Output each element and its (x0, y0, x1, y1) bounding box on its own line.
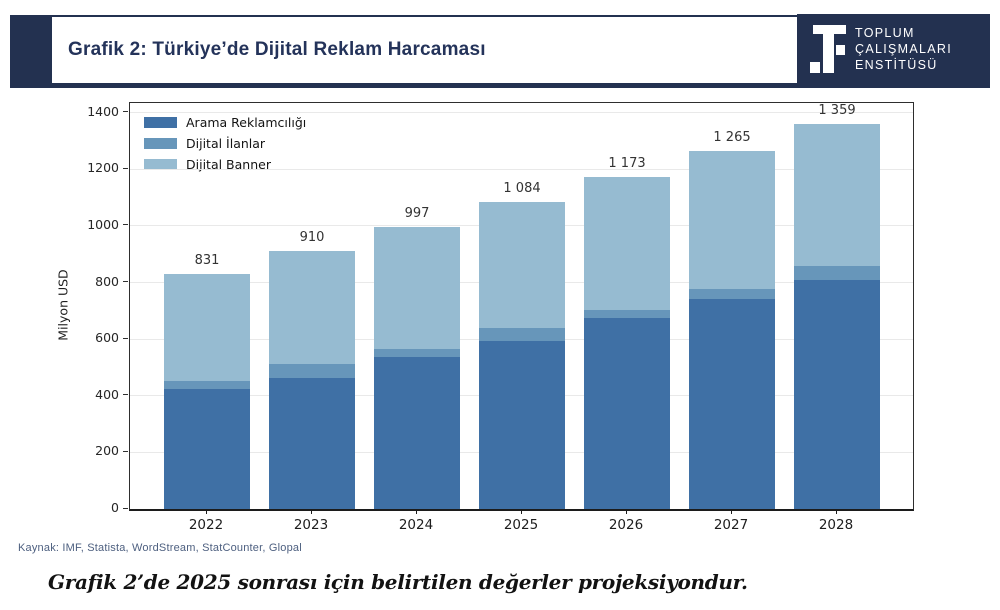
y-tick-label-1400: 1400 (87, 103, 119, 119)
header-accent-block (10, 15, 52, 88)
bar-segment-2024-dijital-banner (374, 226, 460, 350)
bar-total-label-2024: 997 (404, 205, 430, 221)
figure-title: Grafik 2: Türkiye’de Dijital Reklam Harc… (68, 39, 486, 60)
y-tick-mark-0 (123, 507, 128, 509)
x-tick-mark-2023 (311, 510, 312, 514)
x-tick-mark-2024 (416, 510, 417, 514)
bar-segment-2026-arama-reklamcılığı (584, 318, 670, 509)
y-tick-mark-1200 (123, 167, 128, 169)
y-tick-label-0: 0 (111, 500, 119, 515)
x-tick-mark-2028 (836, 510, 837, 514)
y-tick-label-1000: 1000 (87, 216, 119, 232)
legend-swatch (144, 138, 177, 149)
x-tick-mark-2026 (626, 510, 627, 514)
gridline-1400 (130, 112, 913, 114)
bar-segment-2026-dijital-i̇lanlar (584, 309, 670, 319)
institute-logo: TOPLUM ÇALIŞMALARI ENSTİTÜSÜ (797, 14, 990, 84)
legend-item-arama-reklamcılığı: Arama Reklamcılığı (144, 112, 306, 133)
y-tick-label-1200: 1200 (87, 160, 119, 176)
bar-total-label-2026: 1 173 (608, 155, 646, 171)
legend-label: Dijital Banner (186, 157, 271, 172)
bar-segment-2027-dijital-i̇lanlar (689, 288, 775, 299)
bar-segment-2024-arama-reklamcılığı (374, 356, 460, 509)
legend-item-dijital-banner: Dijital Banner (144, 154, 306, 175)
source-note: Kaynak: IMF, Statista, WordStream, StatC… (18, 542, 302, 554)
y-tick-mark-400 (123, 394, 128, 396)
y-tick-mark-1400 (123, 111, 128, 113)
y-tick-label-800: 800 (95, 273, 119, 289)
legend-swatch (144, 117, 177, 128)
bar-total-label-2028: 1 359 (818, 103, 856, 119)
x-tick-label-2028: 2028 (818, 517, 854, 533)
y-tick-label-600: 600 (95, 330, 119, 346)
x-tick-mark-2027 (731, 510, 732, 514)
bar-segment-2026-dijital-banner (584, 176, 670, 310)
bar-segment-2024-dijital-i̇lanlar (374, 349, 460, 357)
bar-segment-2022-dijital-i̇lanlar (164, 380, 250, 389)
y-tick-mark-800 (123, 281, 128, 282)
chart-legend: Arama Reklamcılığı Dijital İlanlar Dijital… (144, 112, 306, 175)
logo-line-1: TOPLUM (855, 26, 915, 40)
y-tick-label-200: 200 (95, 443, 119, 459)
bar-segment-2022-arama-reklamcılığı (164, 388, 250, 509)
bar-segment-2027-dijital-banner (689, 150, 775, 289)
x-tick-label-2024: 2024 (398, 517, 434, 533)
y-tick-mark-600 (123, 337, 128, 339)
legend-label: Dijital İlanlar (186, 136, 266, 151)
gridline-1200 (130, 168, 913, 170)
bar-segment-2028-arama-reklamcılığı (794, 280, 880, 509)
y-tick-mark-200 (123, 450, 128, 452)
bar-segment-2025-dijital-banner (479, 202, 565, 329)
legend-label: Arama Reklamcılığı (186, 115, 307, 130)
bar-total-label-2027: 1 265 (713, 129, 751, 145)
plot-area: Arama Reklamcılığı Dijital İlanlar Dijital… (129, 102, 914, 511)
x-tick-mark-2025 (521, 510, 522, 514)
bar-segment-2023-dijital-banner (269, 251, 355, 365)
x-tick-label-2023: 2023 (293, 517, 329, 533)
x-tick-label-2026: 2026 (608, 517, 644, 533)
x-tick-mark-2022 (206, 510, 207, 514)
bar-segment-2028-dijital-banner (794, 124, 880, 267)
bar-total-label-2023: 910 (299, 230, 325, 246)
logo-line-2: ÇALIŞMALARI (855, 42, 952, 56)
x-tick-label-2027: 2027 (713, 517, 749, 533)
logo-line-3: ENSTİTÜSÜ (855, 58, 938, 72)
figure-caption: Grafik 2’de 2025 sonrası için belirtilen… (48, 570, 748, 594)
y-axis-label: Milyon USD (55, 269, 71, 341)
bar-total-label-2022: 831 (194, 252, 220, 268)
bar-segment-2027-arama-reklamcılığı (689, 298, 775, 509)
x-tick-label-2022: 2022 (188, 517, 224, 533)
bar-segment-2025-arama-reklamcılığı (479, 340, 565, 509)
legend-swatch (144, 159, 177, 170)
institute-logo-text: TOPLUM ÇALIŞMALARI ENSTİTÜSÜ (855, 25, 952, 73)
y-tick-label-400: 400 (95, 386, 119, 402)
y-tick-mark-1000 (123, 224, 128, 226)
report-header: Grafik 2: Türkiye’de Dijital Reklam Harc… (10, 14, 990, 88)
bar-segment-2028-dijital-i̇lanlar (794, 266, 880, 281)
bar-total-label-2025: 1 084 (503, 181, 541, 197)
x-tick-label-2025: 2025 (503, 517, 539, 533)
bar-segment-2023-dijital-i̇lanlar (269, 364, 355, 378)
institute-logo-icon (810, 25, 846, 73)
bar-segment-2022-dijital-banner (164, 273, 250, 381)
bar-segment-2025-dijital-i̇lanlar (479, 328, 565, 341)
legend-item-dijital-i̇lanlar: Dijital İlanlar (144, 133, 306, 154)
bar-segment-2023-arama-reklamcılığı (269, 377, 355, 509)
